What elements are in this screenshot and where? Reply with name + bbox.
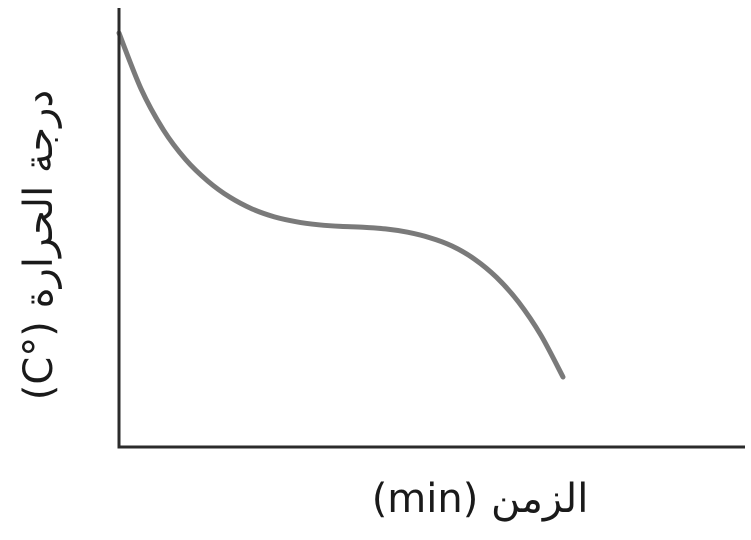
chart-axes: [117, 8, 745, 449]
x-axis-label: الزمن (min): [372, 476, 589, 522]
y-axis-label: درجة الحرارة (°C): [16, 90, 62, 400]
series-line: [116, 30, 566, 380]
plot-area: [116, 30, 566, 380]
